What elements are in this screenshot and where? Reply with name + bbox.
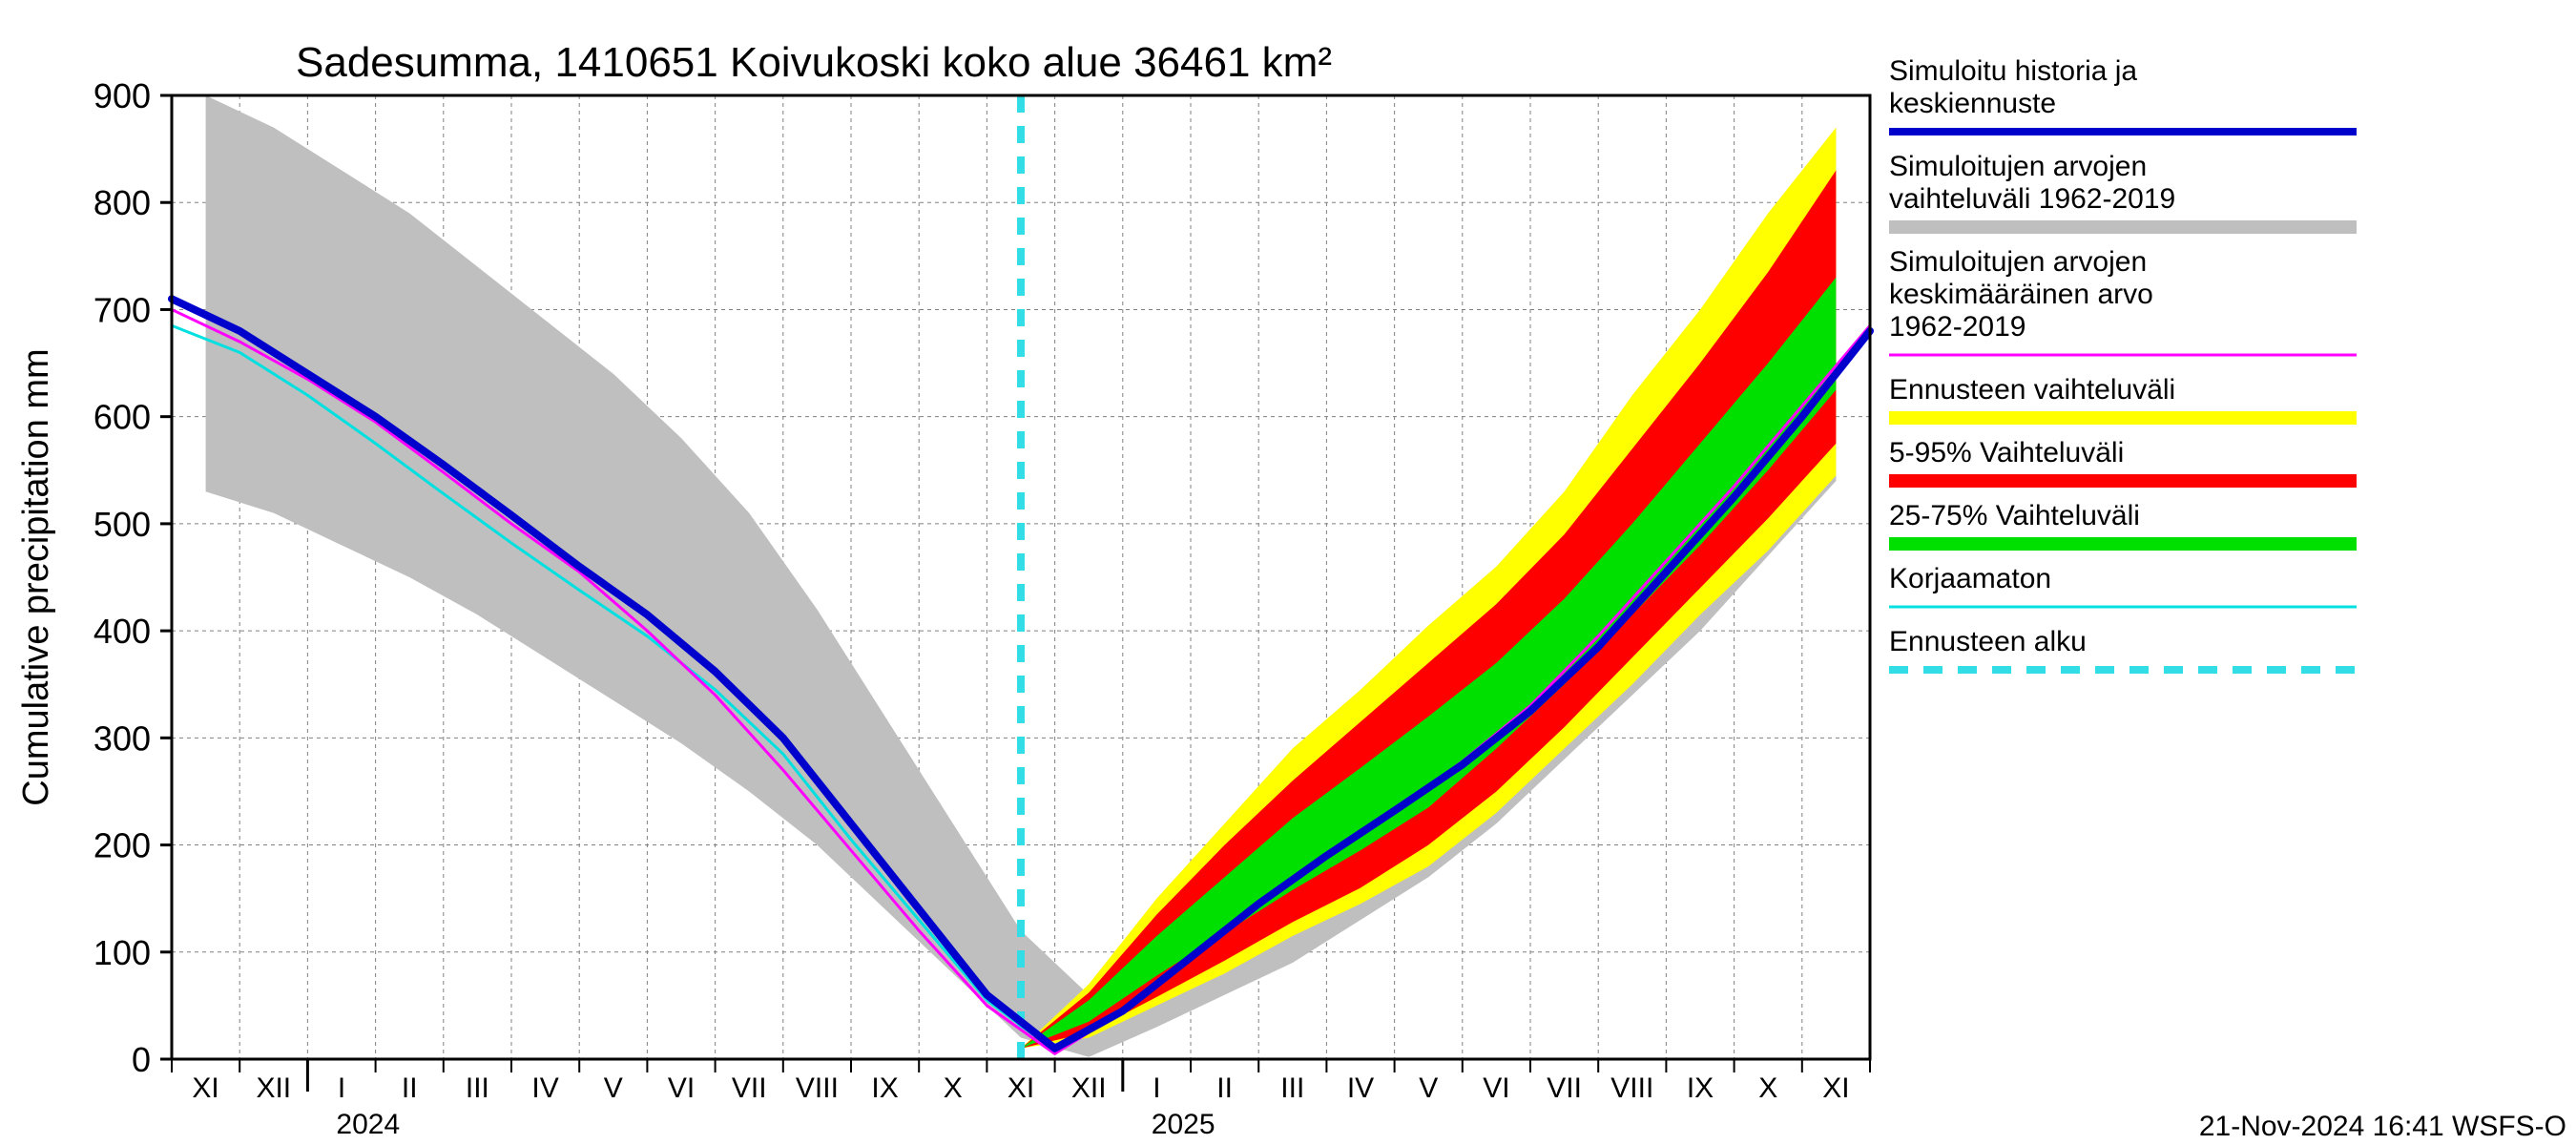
ytick-label: 500 (93, 505, 151, 544)
legend-label: Simuloitu historia ja (1889, 55, 2137, 87)
xtick-month-label: VIII (796, 1072, 839, 1104)
xtick-month-label: V (604, 1072, 623, 1104)
ytick-label: 400 (93, 612, 151, 651)
ytick-label: 600 (93, 398, 151, 437)
xtick-month-label: II (1216, 1072, 1233, 1104)
y-axis-label: Cumulative precipitation mm (16, 348, 56, 805)
xtick-month-label: II (402, 1072, 418, 1104)
ytick-label: 800 (93, 183, 151, 222)
legend-label: keskimääräinen arvo (1889, 279, 2153, 310)
ytick-label: 300 (93, 718, 151, 758)
ytick-label: 700 (93, 290, 151, 329)
legend-label: vaihteluväli 1962-2019 (1889, 183, 2175, 215)
legend-label: 1962-2019 (1889, 311, 2025, 343)
xtick-month-label: IX (1687, 1072, 1714, 1104)
xtick-month-label: III (1280, 1072, 1304, 1104)
xtick-month-label: VI (1483, 1072, 1509, 1104)
legend-label: Simuloitujen arvojen (1889, 151, 2147, 182)
xtick-month-label: X (1758, 1072, 1777, 1104)
xtick-month-label: VI (668, 1072, 695, 1104)
chart-container: 0100200300400500600700800900XIXIIIIIIIII… (0, 0, 2576, 1145)
xtick-month-label: XII (256, 1072, 291, 1104)
xtick-month-label: I (338, 1072, 345, 1104)
xtick-month-label: VII (1547, 1072, 1582, 1104)
xtick-month-label: XI (1008, 1072, 1034, 1104)
legend-label: Ennusteen vaihteluväli (1889, 374, 2175, 406)
legend-label: Ennusteen alku (1889, 626, 2087, 657)
legend-label: 25-75% Vaihteluväli (1889, 500, 2140, 531)
ytick-label: 200 (93, 826, 151, 865)
xtick-month-label: IX (871, 1072, 898, 1104)
xtick-year-label: 2025 (1152, 1109, 1215, 1140)
chart-footer: 21-Nov-2024 16:41 WSFS-O (2199, 1111, 2566, 1142)
xtick-month-label: XII (1071, 1072, 1107, 1104)
chart-svg: 0100200300400500600700800900XIXIIIIIIIII… (0, 0, 2576, 1145)
chart-title: Sadesumma, 1410651 Koivukoski koko alue … (296, 39, 1332, 86)
legend-label: Simuloitujen arvojen (1889, 246, 2147, 278)
legend-label: keskiennuste (1889, 88, 2056, 119)
xtick-month-label: VIII (1610, 1072, 1653, 1104)
xtick-year-label: 2024 (336, 1109, 400, 1140)
xtick-month-label: IV (531, 1072, 558, 1104)
xtick-month-label: I (1153, 1072, 1160, 1104)
ytick-label: 0 (132, 1040, 151, 1079)
xtick-month-label: X (944, 1072, 963, 1104)
legend-label: Korjaamaton (1889, 563, 2051, 594)
ytick-label: 100 (93, 933, 151, 972)
xtick-month-label: XI (1822, 1072, 1849, 1104)
xtick-month-label: IV (1347, 1072, 1374, 1104)
legend-label: 5-95% Vaihteluväli (1889, 437, 2124, 468)
xtick-month-label: III (466, 1072, 489, 1104)
ytick-label: 900 (93, 76, 151, 115)
xtick-month-label: VII (732, 1072, 767, 1104)
xtick-month-label: XI (192, 1072, 218, 1104)
xtick-month-label: V (1419, 1072, 1438, 1104)
